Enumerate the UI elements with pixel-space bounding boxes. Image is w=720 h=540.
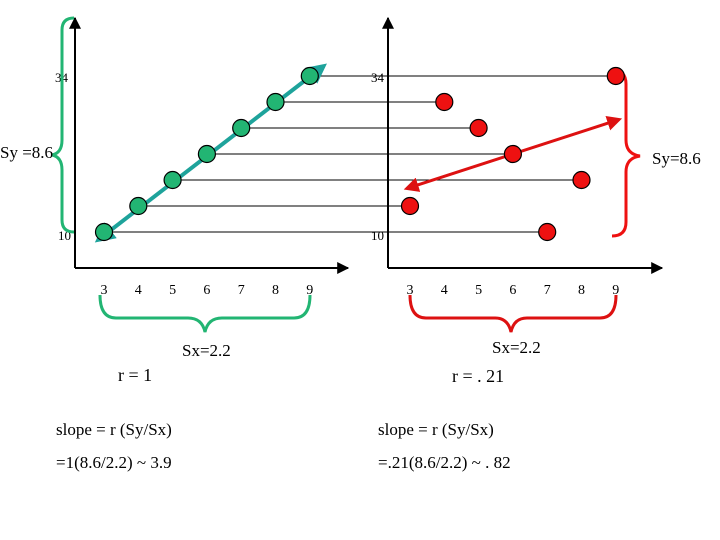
right-points <box>400 66 625 242</box>
right-sy-brace <box>611 68 641 238</box>
right-axes <box>382 16 664 274</box>
x-tick-label: 4 <box>441 283 448 298</box>
x-tick-label: 5 <box>169 283 176 298</box>
x-tick-label: 9 <box>306 283 313 298</box>
left-points <box>94 66 319 242</box>
x-tick-label: 6 <box>203 283 210 298</box>
x-tick-label: 9 <box>612 283 619 298</box>
right-r-label: r = . 21 <box>452 366 505 386</box>
data-point <box>400 196 420 216</box>
right-y-top-tick: 34 <box>371 70 385 85</box>
left-slope-value: =1(8.6/2.2) ~ 3.9 <box>56 453 172 472</box>
x-tick-label: 3 <box>407 283 414 298</box>
data-point <box>129 196 148 216</box>
data-point <box>606 66 625 86</box>
left-sy-label: Sy =8.6 <box>0 143 54 162</box>
x-tick-label: 5 <box>475 283 482 298</box>
data-point <box>435 92 454 112</box>
right-sx-brace <box>408 294 618 333</box>
data-point <box>197 144 216 164</box>
x-tick-label: 6 <box>509 283 516 298</box>
data-point <box>232 118 251 138</box>
data-point <box>469 118 488 138</box>
left-sx-brace <box>98 294 312 333</box>
right-sx-label: Sx=2.2 <box>492 338 541 357</box>
x-tick-label: 8 <box>272 283 279 298</box>
left-slope-formula: slope = r (Sy/Sx) <box>56 420 172 439</box>
right-slope-value: =.21(8.6/2.2) ~ . 82 <box>378 453 511 472</box>
x-tick-label: 4 <box>135 283 142 298</box>
data-point <box>94 222 114 242</box>
left-r-label: r = 1 <box>118 365 153 385</box>
right-x-ticks: 3 4 5 6 7 8 9 <box>407 283 620 298</box>
horizontal-guide-lines <box>104 75 616 233</box>
left-sy-brace <box>51 16 75 234</box>
data-point <box>538 222 557 242</box>
left-sx-label: Sx=2.2 <box>182 341 231 360</box>
x-tick-label: 8 <box>578 283 585 298</box>
data-point <box>163 170 182 190</box>
x-tick-label: 7 <box>238 283 245 298</box>
data-point <box>572 170 591 190</box>
right-y-bottom-tick: 10 <box>371 228 384 243</box>
left-axes <box>69 16 350 274</box>
data-point <box>266 92 285 112</box>
x-tick-label: 7 <box>544 283 551 298</box>
left-x-ticks: 3 4 5 6 7 8 9 <box>101 283 314 298</box>
right-slope-formula: slope = r (Sy/Sx) <box>378 420 494 439</box>
x-tick-label: 3 <box>101 283 108 298</box>
data-point <box>300 66 319 86</box>
right-sy-label: Sy=8.6 <box>652 149 701 168</box>
data-point <box>503 144 523 164</box>
